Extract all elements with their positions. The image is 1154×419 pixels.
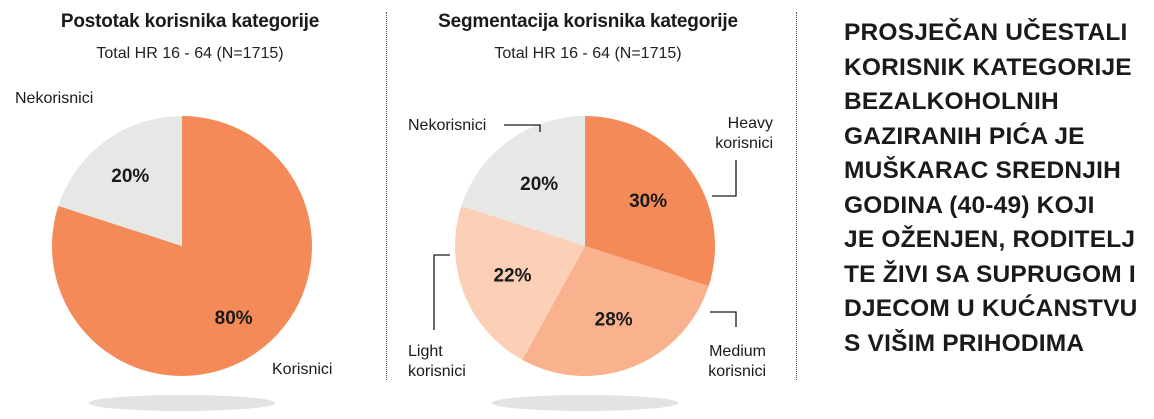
pie-shadow	[491, 395, 679, 411]
panel-user-share: Postotak korisnika kategorije Total HR 1…	[0, 0, 380, 419]
leader-line	[712, 160, 737, 197]
category-label-heavy-korisnici: Heavy korisnici	[715, 115, 773, 152]
dotted-divider	[796, 12, 797, 380]
pie-chart-user-share: 80% 20% Korisnici Nekorisnici	[15, 90, 332, 411]
panel-summary: PROSJEČAN UČESTALI KORISNIK KATEGORIJE B…	[800, 0, 1154, 419]
pie-slice-heavy-korisnici	[585, 116, 716, 287]
category-label-korisnici: Korisnici	[272, 361, 332, 378]
pie-slice-light-korisnici	[454, 205, 585, 360]
category-label-medium-korisnici: Medium korisnici	[708, 343, 766, 380]
leader-line	[504, 124, 541, 132]
pie-value-label: 20%	[520, 174, 558, 195]
category-label-nekorisnici: Nekorisnici	[408, 117, 486, 134]
pie-value-label: 20%	[111, 166, 149, 187]
leader-line	[433, 254, 450, 330]
pie-value-label: 30%	[629, 191, 667, 212]
category-label-light-korisnici: Light korisnici	[408, 343, 466, 380]
dotted-divider	[386, 12, 387, 380]
leader-line	[710, 311, 737, 327]
pie-slice-medium-korisnici	[522, 246, 709, 377]
category-label-nekorisnici: Nekorisnici	[15, 90, 93, 107]
chart-subtitle: Total HR 16 - 64 (N=1715)	[494, 45, 682, 62]
pie-chart-user-segmentation: 30% 28% 22% 20% Heavy korisnici Medium korisnic…	[408, 115, 773, 411]
pie-value-label: 80%	[215, 308, 253, 329]
pie-value-label: 22%	[493, 266, 531, 287]
chart-subtitle: Total HR 16 - 64 (N=1715)	[96, 45, 284, 62]
pie-slice-nekorisnici	[461, 116, 585, 246]
pie-slice-nekorisnici	[58, 116, 182, 246]
summary-text: PROSJEČAN UČESTALI KORISNIK KATEGORIJE B…	[844, 19, 1138, 357]
pie-value-label: 28%	[595, 310, 633, 331]
pie-slice-korisnici	[51, 116, 312, 376]
chart-title: Segmentacija korisnika kategorije	[438, 11, 738, 32]
panel-user-segmentation: Segmentacija korisnika kategorije Total …	[388, 0, 788, 419]
chart-title: Postotak korisnika kategorije	[60, 11, 320, 32]
pie-shadow	[88, 395, 276, 411]
